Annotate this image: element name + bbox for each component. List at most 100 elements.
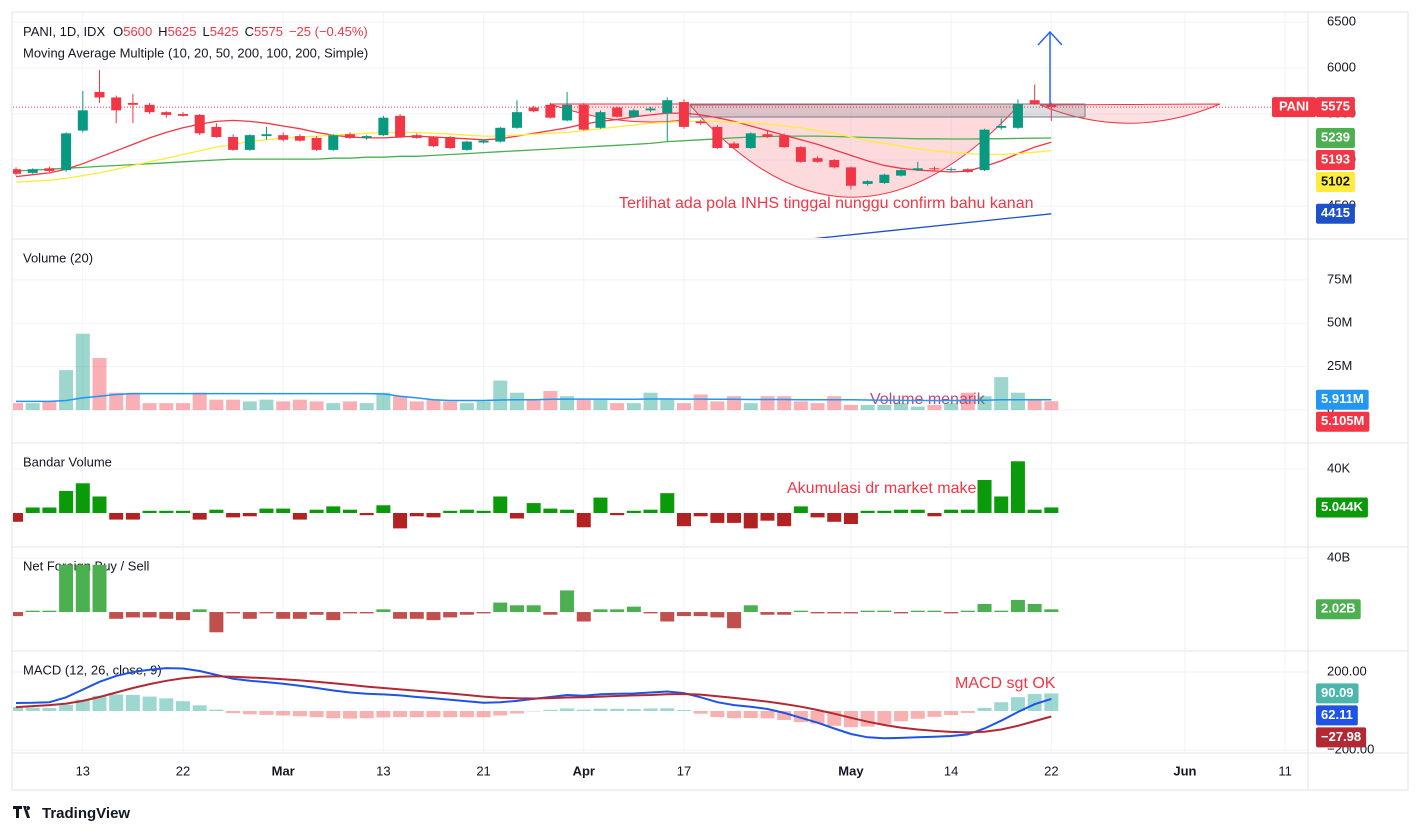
candle-body xyxy=(879,174,890,183)
bar xyxy=(192,609,207,613)
candle-body xyxy=(1046,104,1057,108)
price-tag-label: −27.98 xyxy=(1321,729,1361,744)
bar xyxy=(292,399,307,411)
histogram-bar xyxy=(977,707,992,711)
annotation: MACD sgt OK xyxy=(955,675,1056,692)
bar xyxy=(226,612,241,614)
bar xyxy=(643,509,658,513)
histogram-bar xyxy=(259,710,274,715)
bar xyxy=(560,590,575,613)
close-value: 5575 xyxy=(254,24,283,39)
histogram-bar xyxy=(860,710,875,727)
histogram-bar xyxy=(777,710,792,720)
bar xyxy=(13,512,24,522)
bar xyxy=(125,612,140,618)
price-tag-label: 90.09 xyxy=(1321,685,1354,700)
histogram-bar xyxy=(610,708,625,711)
y-tick-label: 25M xyxy=(1327,358,1352,373)
bar xyxy=(777,612,792,615)
candle-body xyxy=(1029,100,1040,104)
annotation: Volume menarik xyxy=(870,391,986,408)
candle-body xyxy=(528,107,539,112)
histogram-bar xyxy=(760,710,775,719)
price-tag xyxy=(1316,411,1370,432)
bar xyxy=(994,377,1009,411)
chart-frame xyxy=(11,11,1409,791)
candle-body xyxy=(328,135,339,150)
annotation: Terlihat ada pola INHS tinggal nunggu co… xyxy=(619,195,1034,212)
x-tick-label: 17 xyxy=(677,763,691,778)
candle-body xyxy=(161,112,172,115)
bar xyxy=(125,392,140,411)
bar xyxy=(13,403,24,411)
bar xyxy=(376,505,391,513)
bar xyxy=(894,509,909,513)
histogram-bar xyxy=(25,707,40,711)
bar xyxy=(75,333,90,411)
bar xyxy=(593,497,608,513)
bar xyxy=(142,612,157,618)
bar xyxy=(393,612,408,619)
bar xyxy=(994,610,1009,613)
histogram-bar xyxy=(1010,697,1025,711)
histogram-bar xyxy=(276,710,291,716)
x-tick-label: 21 xyxy=(476,763,490,778)
bar xyxy=(643,612,658,614)
candle-body xyxy=(712,126,723,149)
bar xyxy=(92,564,107,613)
bar xyxy=(209,612,224,633)
candle-body xyxy=(628,110,639,117)
histogram-bar xyxy=(125,695,140,711)
bar xyxy=(59,564,74,613)
bar xyxy=(660,612,675,622)
bar xyxy=(242,401,257,411)
bar xyxy=(960,392,975,411)
bar xyxy=(125,512,140,520)
bar xyxy=(860,510,875,513)
histogram-bar xyxy=(376,710,391,718)
y-tick-label: 200.00 xyxy=(1327,663,1367,678)
bar xyxy=(292,512,307,520)
histogram-bar xyxy=(292,710,307,717)
bar xyxy=(977,479,992,513)
bar xyxy=(25,507,40,513)
histogram-bar xyxy=(894,710,909,722)
bar xyxy=(376,609,391,613)
bar xyxy=(342,401,357,411)
y-tick-label: 6500 xyxy=(1327,13,1356,28)
bar xyxy=(927,404,942,411)
histogram-bar xyxy=(142,696,157,711)
candle-body xyxy=(445,137,456,149)
bar xyxy=(710,512,725,523)
bar xyxy=(276,612,291,619)
bar xyxy=(827,396,842,411)
bar xyxy=(994,496,1009,513)
bar xyxy=(560,396,575,411)
bar xyxy=(610,403,625,411)
price-tag xyxy=(1316,497,1368,518)
price-tag xyxy=(1316,172,1355,193)
bar xyxy=(109,392,124,411)
candle-body xyxy=(996,125,1007,128)
histogram-bar xyxy=(960,710,975,713)
bar xyxy=(175,403,190,411)
moving-average xyxy=(15,135,1052,172)
bar xyxy=(727,512,742,523)
bar xyxy=(242,612,257,619)
candle-body xyxy=(1012,103,1023,128)
bar xyxy=(660,399,675,411)
bar xyxy=(910,406,925,411)
candle-body xyxy=(478,140,489,143)
histogram-bar xyxy=(159,698,174,711)
bar xyxy=(626,403,641,411)
bar xyxy=(693,512,708,517)
pane-title: Volume (20) xyxy=(23,250,93,265)
bar xyxy=(676,512,691,527)
bar xyxy=(276,508,291,513)
bar xyxy=(860,404,875,411)
bar xyxy=(693,612,708,617)
candle-body xyxy=(545,104,556,118)
bar xyxy=(175,510,190,513)
histogram-bar xyxy=(693,710,708,714)
price-tag xyxy=(1316,97,1355,118)
